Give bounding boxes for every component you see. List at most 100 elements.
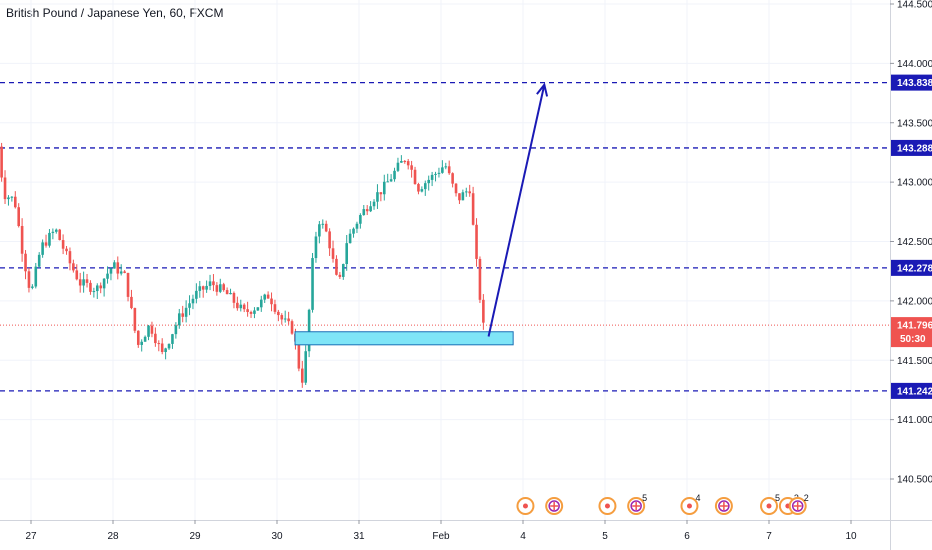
event-dot [686,503,692,509]
candle-body [338,274,342,277]
candle-body [61,240,65,249]
x-tick-label: 6 [684,531,690,542]
candle-body [212,281,215,286]
candle-body [382,181,386,195]
arrow-head[interactable] [536,82,549,97]
level-price-label: 141.242 [897,386,932,397]
candle-body [7,197,10,200]
candle-body [270,298,273,305]
candle-body [256,307,260,311]
candle-body [184,307,188,317]
candle-body [318,224,321,237]
candle-body [335,258,338,275]
candle-body [482,299,485,323]
candle-body [191,298,195,304]
candle-body [106,273,109,279]
economic-events[interactable]: 54522 [516,493,809,515]
candle-body [475,224,478,259]
candle-body [229,292,232,295]
candle-body [126,272,130,297]
candle-body [181,313,184,317]
candle-body [239,304,243,309]
candle-body [362,209,366,216]
chart-title: British Pound / Japanese Yen, 60, FXCM [6,6,224,20]
uk-flag-event-icon[interactable]: 2 [788,493,809,515]
candle-body [379,192,383,195]
candle-body [167,343,171,349]
support-zone[interactable] [294,331,514,346]
candle-body [119,271,123,274]
x-tick-label: 28 [107,531,119,542]
candle-body [314,236,318,259]
candle-body [273,304,277,312]
event-marker-icon[interactable]: 5 [760,493,780,515]
level-price-badge [891,74,932,91]
candle-body [13,196,17,208]
x-tick-label: 10 [845,531,857,542]
candle-body [232,292,236,303]
candle-body [92,291,96,293]
candle-body [423,183,427,190]
candle-body [51,231,55,233]
candle-body [420,189,424,192]
event-marker-icon[interactable] [598,497,617,515]
event-marker-icon[interactable]: 4 [680,493,700,515]
candle-body [400,161,403,163]
bar-countdown-label: 50:30 [900,334,926,345]
uk-flag-event-icon[interactable] [545,497,564,515]
candle-body [147,325,150,337]
candle-body [41,242,44,255]
candle-body [48,232,51,246]
candle-body [133,308,137,331]
uk-flag-event-icon[interactable] [714,497,733,515]
current-price-label: 141.796 [897,321,932,332]
candle-body [136,330,140,345]
y-tick-label: 140.500 [897,475,932,486]
candle-body [355,223,359,229]
candle-body [359,215,362,224]
y-tick-label: 144.000 [897,59,932,70]
candle-body [406,161,410,166]
candle-body [10,196,14,198]
candle-body [341,264,345,277]
candle-body [75,270,79,280]
candle-body [386,181,389,183]
candle-body [24,253,27,272]
candle-body [116,262,120,274]
horizontal-levels[interactable] [0,81,890,392]
candle-body [427,179,430,184]
candle-body [304,351,307,383]
uk-flag-event-icon[interactable]: 5 [627,493,647,515]
demand-zone-rect[interactable] [294,331,514,346]
candle-body [331,248,335,259]
arrow-shaft[interactable] [487,84,546,337]
candle-body [20,226,24,254]
candle-body [290,321,294,334]
candle-body [300,368,304,383]
candle-body [410,165,413,170]
candle-body [157,343,161,345]
y-tick-label: 142.000 [897,296,932,307]
candle-body [34,266,38,287]
candle-body [164,348,167,352]
level-price-badge [891,382,932,399]
x-tick-label: 4 [520,531,526,542]
candle-body [222,284,225,291]
projection-arrow[interactable] [487,82,549,337]
candle-body [471,193,475,225]
candle-body [99,285,102,289]
candle-body [17,207,20,227]
candle-body [324,223,328,232]
candle-body [253,310,256,314]
candle-body [44,242,48,246]
candle-body [280,315,284,320]
candle-body [188,303,191,308]
level-price-label: 142.278 [897,263,932,274]
candle-body [236,302,239,309]
candle-body [434,173,437,175]
level-price-label: 143.838 [897,78,932,89]
event-marker-icon[interactable] [516,497,535,515]
candle-body [58,229,61,241]
